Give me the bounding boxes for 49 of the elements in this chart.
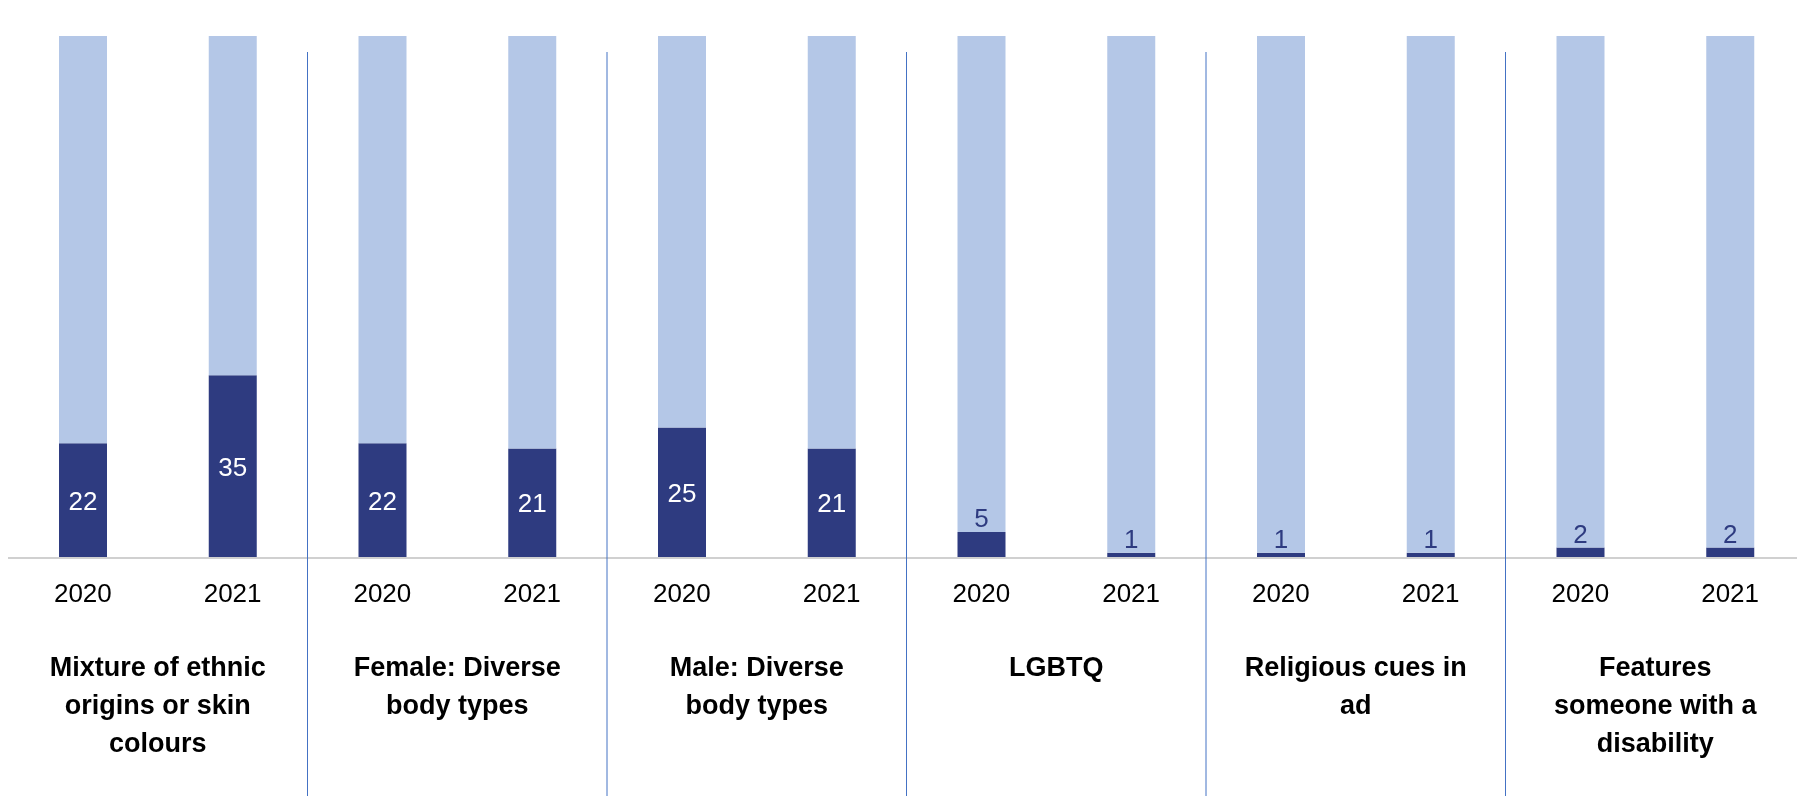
data-label: 2 [1573,518,1588,549]
text: Mixture of ethnic origins or skin colours [48,651,267,760]
bar [208,375,257,558]
x-tick-label: 2020 [952,578,1011,608]
x-tick-label: 2020 [353,578,412,608]
text: Female: Diverse body types [352,651,562,722]
x-tick-label: 2020 [53,578,112,608]
x-tick-label: 2021 [503,578,562,608]
data-label: 22 [68,485,98,516]
data-label: 5 [974,502,989,533]
data-label: 1 [1273,523,1289,554]
bar [508,36,557,449]
data-label: 22 [368,485,397,516]
x-tick-label: 2021 [1401,578,1460,608]
data-label: 2 [1723,518,1738,549]
bar [508,448,557,558]
x-tick-label: 2020 [1551,578,1610,608]
bar [1556,36,1605,548]
x-tick-label: 2020 [1251,578,1310,608]
bar [208,36,257,376]
bar [957,36,1006,532]
bar [59,443,107,558]
data-label: 35 [218,451,248,482]
data-label: 1 [1423,523,1438,554]
x-tick-label: 2021 [203,578,262,608]
data-label: 1 [1124,523,1139,554]
bar [658,36,706,428]
bar [1406,36,1455,553]
text: Religious cues in ad [1243,651,1468,722]
data-label: 21 [517,488,547,519]
text: Features someone with a disability [1552,651,1758,760]
x-tick-label: 2021 [802,578,861,608]
x-tick-label: 2021 [1102,578,1161,608]
x-tick-label: 2020 [652,578,711,608]
text: LGBTQ [1008,651,1105,684]
bar [1257,36,1305,553]
bar [59,36,107,444]
text: Male: Diverse body types [668,651,845,722]
bar [1107,36,1156,553]
data-label: 21 [817,488,847,519]
bar [807,36,856,449]
bar [1706,36,1755,548]
bar [807,448,856,558]
bar [658,427,706,558]
bar [957,531,1006,558]
data-label: 25 [667,477,697,508]
bar [358,443,407,558]
bar [358,36,407,444]
x-tick-label: 2021 [1701,578,1760,608]
